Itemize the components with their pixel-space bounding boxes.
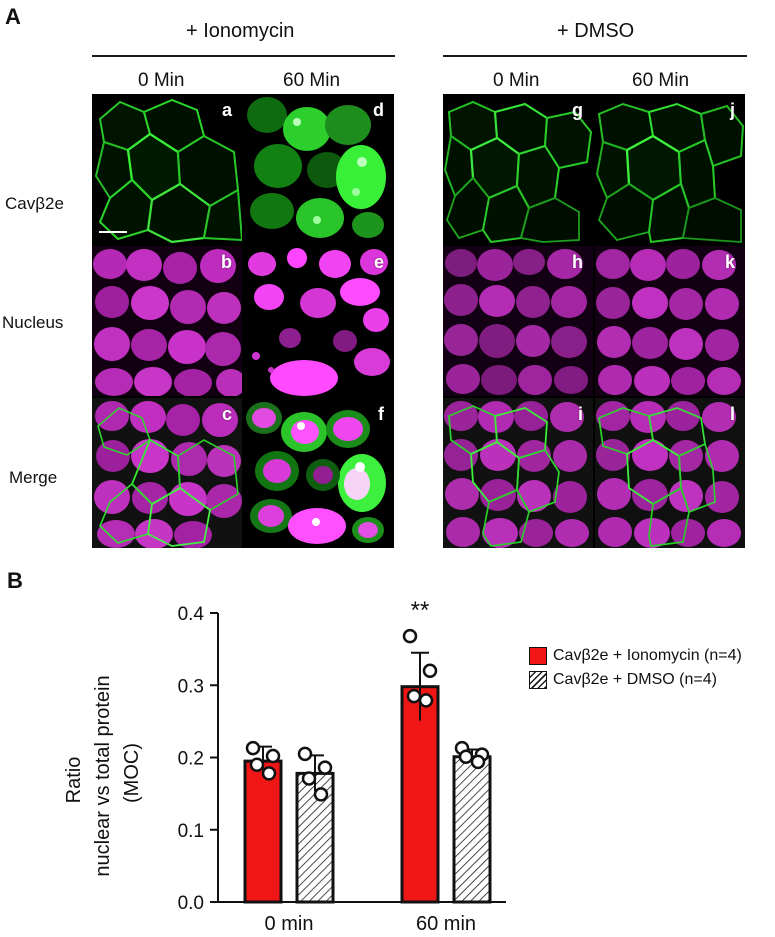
x-tick-label: 0 min bbox=[265, 913, 314, 935]
nucleus-stain-image bbox=[244, 246, 394, 396]
treatment-label-ionomycin: + Ionomycin bbox=[186, 20, 295, 42]
tile-letter-i: i bbox=[577, 404, 583, 424]
x-tick-label: 60 min bbox=[416, 913, 476, 935]
data-point bbox=[245, 740, 261, 756]
micrograph-tile-d: d bbox=[244, 94, 394, 244]
grid-row-merge-ionomycin: c bbox=[92, 398, 394, 548]
cavb2e-cells-image bbox=[92, 94, 242, 244]
data-point bbox=[313, 787, 329, 802]
microscopy-grid-dmso: g j bbox=[443, 94, 745, 548]
dmso-rule bbox=[443, 55, 747, 57]
y-axis-label-line: nuclear vs total protein bbox=[92, 675, 114, 876]
y-tick-label: 0.2 bbox=[178, 749, 204, 770]
tile-letter-f: f bbox=[378, 404, 384, 424]
tile-letter-g: g bbox=[572, 100, 583, 120]
micrograph-tile-k: k bbox=[595, 246, 745, 396]
tile-letter-b: b bbox=[221, 252, 232, 272]
data-point bbox=[470, 754, 486, 770]
data-point bbox=[249, 757, 265, 772]
significance-annotation: ** bbox=[411, 597, 430, 624]
grid-row-merge-dmso: i bbox=[443, 398, 745, 548]
micrograph-tile-j: j bbox=[595, 94, 745, 244]
bar-ionomycin bbox=[243, 759, 283, 904]
y-axis-label-line: (MOC) bbox=[121, 743, 143, 803]
row-label-nucleus: Nucleus bbox=[2, 313, 64, 332]
legend-swatch-dmso bbox=[529, 671, 547, 689]
micrograph-tile-l: l bbox=[595, 398, 745, 548]
bar-chart: 0.0 0.1 0.2 0.3 0.4 Ratio nuclear vs total pro… bbox=[63, 597, 506, 935]
y-tick-label: 0.0 bbox=[178, 893, 204, 914]
panel-letter-a: A bbox=[5, 4, 21, 29]
data-point bbox=[418, 693, 434, 708]
grid-row-cavb2e-dmso: g j bbox=[443, 94, 745, 244]
y-axis-label-line: Ratio bbox=[63, 757, 85, 804]
cavb2e-cells-image bbox=[443, 94, 593, 244]
data-point bbox=[458, 749, 474, 765]
microscopy-grid-ionomycin: a d bbox=[92, 94, 394, 548]
row-label-cavb2e: Cavβ2e bbox=[5, 194, 64, 213]
tile-letter-h: h bbox=[572, 252, 583, 272]
data-point bbox=[297, 746, 313, 762]
legend-swatch-ionomycin bbox=[529, 647, 547, 665]
legend-item-ionomycin: Cavβ2e + Ionomycin (n=4) bbox=[529, 645, 759, 667]
micrograph-tile-e: e bbox=[244, 246, 394, 396]
merge-overlay-image bbox=[92, 398, 242, 548]
legend-label-dmso: Cavβ2e + DMSO (n=4) bbox=[553, 671, 717, 688]
treatment-label-dmso: + DMSO bbox=[557, 20, 635, 42]
tile-letter-d: d bbox=[373, 100, 384, 120]
tile-letter-k: k bbox=[724, 252, 735, 272]
micrograph-tile-b: b bbox=[92, 246, 242, 396]
row-label-merge: Merge bbox=[9, 468, 58, 487]
y-tick-label: 0.4 bbox=[178, 604, 205, 625]
data-point bbox=[265, 748, 281, 764]
merge-overlay-image bbox=[443, 398, 593, 548]
tile-letter-l: l bbox=[729, 404, 735, 424]
chart-legend: Cavβ2e + Ionomycin (n=4) Cavβ2e + DMSO (… bbox=[529, 645, 759, 693]
y-tick-label: 0.1 bbox=[178, 821, 204, 842]
grid-row-cavb2e-ionomycin: a d bbox=[92, 94, 394, 244]
grid-row-nucleus-dmso: h k bbox=[443, 246, 745, 396]
micrograph-tile-c: c bbox=[92, 398, 242, 548]
bar-dmso bbox=[452, 755, 492, 904]
cavb2e-cells-image bbox=[244, 94, 394, 244]
chart-wrap: 0.0 0.1 0.2 0.3 0.4 Ratio nuclear vs total pro… bbox=[0, 565, 775, 937]
micrograph-tile-f: f bbox=[244, 398, 394, 548]
time-label-ionomycin-0: 0 Min bbox=[138, 70, 185, 91]
tile-letter-a: a bbox=[221, 100, 232, 120]
micrograph-tile-g: g bbox=[443, 94, 593, 244]
micrograph-tile-a: a bbox=[92, 94, 242, 244]
ionomycin-rule bbox=[92, 55, 395, 57]
time-label-ionomycin-60: 60 Min bbox=[283, 70, 341, 91]
merge-overlay-image bbox=[244, 398, 394, 548]
legend-item-dmso: Cavβ2e + DMSO (n=4) bbox=[529, 669, 759, 691]
y-tick-label: 0.3 bbox=[178, 676, 204, 697]
data-point bbox=[317, 760, 333, 775]
data-point bbox=[402, 628, 418, 644]
panel-letter-b: B bbox=[7, 568, 23, 593]
grid-row-nucleus-ionomycin: b e bbox=[92, 246, 394, 396]
nucleus-stain-image bbox=[92, 246, 242, 396]
merge-overlay-image bbox=[595, 398, 745, 548]
time-label-dmso-60: 60 Min bbox=[632, 70, 690, 91]
cavb2e-cells-image bbox=[595, 94, 745, 244]
time-label-dmso-0: 0 Min bbox=[493, 70, 540, 91]
micrograph-tile-i: i bbox=[443, 398, 593, 548]
micrograph-tile-h: h bbox=[443, 246, 593, 396]
data-point bbox=[261, 766, 277, 781]
scale-bar bbox=[99, 231, 127, 233]
data-point bbox=[406, 688, 422, 704]
tile-letter-e: e bbox=[373, 252, 384, 272]
legend-label-ionomycin: Cavβ2e + Ionomycin (n=4) bbox=[553, 647, 742, 664]
nucleus-stain-image bbox=[443, 246, 593, 396]
data-point bbox=[301, 771, 317, 786]
data-point bbox=[422, 663, 438, 679]
nucleus-stain-image bbox=[595, 246, 745, 396]
tile-letter-j: j bbox=[729, 100, 735, 120]
tile-letter-c: c bbox=[221, 404, 232, 424]
